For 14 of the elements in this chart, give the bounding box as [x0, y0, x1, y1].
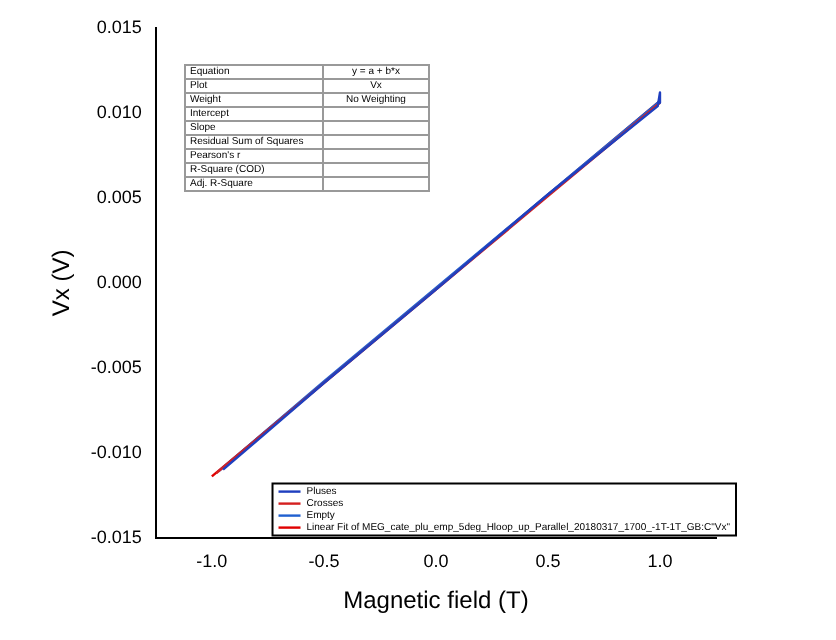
- x-axis-title: Magnetic field (T): [343, 586, 529, 615]
- x-tick-label: 1.0: [647, 551, 673, 572]
- y-tick-label: 0.005: [96, 186, 142, 207]
- x-tick-label: -1.0: [196, 551, 228, 572]
- y-tick-label: -0.015: [90, 526, 142, 547]
- x-tick-label: 0.0: [423, 551, 449, 572]
- y-tick-label: -0.005: [90, 356, 142, 377]
- y-tick-label: 0.000: [96, 271, 142, 292]
- x-tick-label: 0.5: [535, 551, 561, 572]
- y-tick-label: 0.015: [96, 16, 142, 37]
- y-axis-title: Vx (V): [47, 249, 76, 317]
- x-tick-label: -0.5: [308, 551, 340, 572]
- y-tick-label: 0.010: [96, 101, 142, 122]
- y-tick-label: -0.010: [90, 441, 142, 462]
